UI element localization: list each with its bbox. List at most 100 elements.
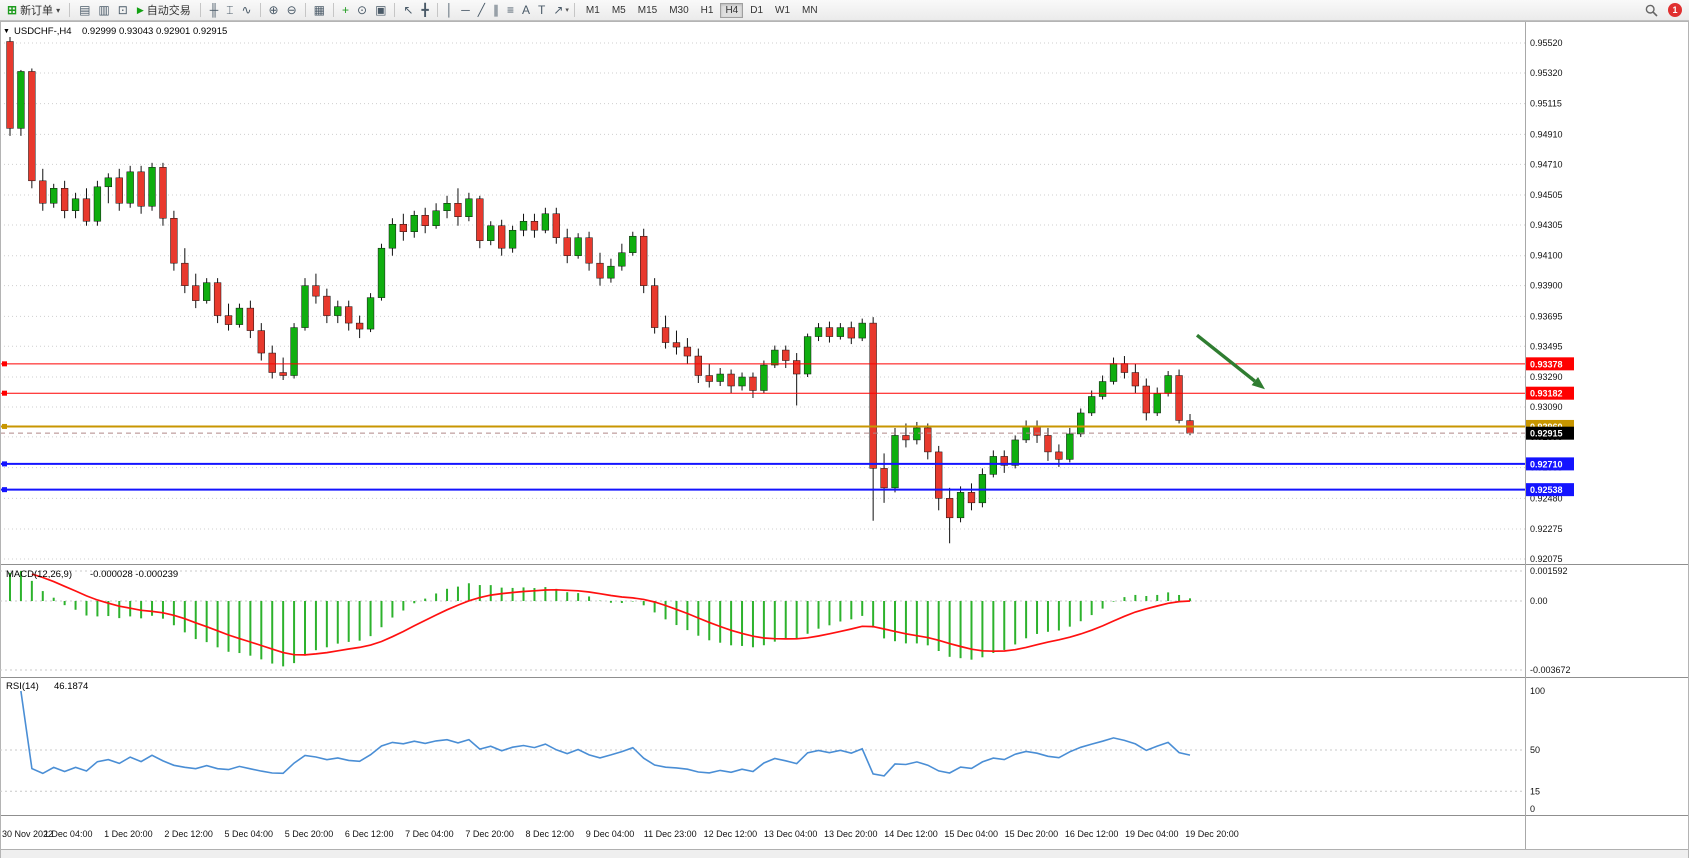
rsi-axis-label: 100 <box>1530 686 1545 696</box>
candle-up <box>858 322 866 339</box>
periods-icon[interactable]: ⊙ <box>357 3 368 17</box>
candle-up <box>203 282 211 301</box>
candle-down <box>355 322 364 330</box>
trendline-icon[interactable]: ╱ <box>477 3 485 17</box>
price-axis-label: 0.94710 <box>1530 159 1563 169</box>
time-axis-label: 16 Dec 12:00 <box>1065 829 1119 839</box>
zoom-out-icon[interactable]: ⊖ <box>286 3 297 17</box>
price-tag <box>1526 386 1574 400</box>
level-handle[interactable] <box>2 423 7 429</box>
new-order-button[interactable]: ⊞ 新订单 ▾ <box>3 1 64 19</box>
toolbar-tools-group: ╫ ⌶ ∿ ⊕ ⊖ ▦ + ⊙ ▣ ↖ ╋ │ ─ ╱ ∥ ≡ A T ↗ ▾ <box>206 3 569 17</box>
timeframe-m30-button[interactable]: M30 <box>669 4 689 16</box>
candle-down <box>1120 363 1129 373</box>
crosshair-icon[interactable]: ╋ <box>421 3 429 17</box>
bottom-strip <box>0 850 1689 858</box>
text-icon[interactable]: A <box>521 3 530 17</box>
price-tag-label: 0.92710 <box>1530 459 1563 469</box>
label-icon[interactable]: T <box>538 3 546 17</box>
auto-trading-button[interactable]: ▶ 自动交易 <box>133 1 195 19</box>
toolbar-separator <box>436 3 438 17</box>
level-handle[interactable] <box>2 487 7 493</box>
timeframe-m15-button[interactable]: M15 <box>637 4 658 16</box>
zoom-in-icon[interactable]: ⊕ <box>268 3 279 17</box>
candle-down <box>6 41 14 129</box>
macd-indicator-values: -0.000028 -0.000239 <box>90 569 178 580</box>
price-axis-label: 0.92480 <box>1530 493 1563 503</box>
chevron-down-icon[interactable]: ▾ <box>565 7 569 14</box>
cursor-icon[interactable]: ↖ <box>403 3 414 17</box>
notification-badge[interactable]: 1 <box>1668 3 1682 17</box>
tile-windows-icon[interactable]: ▦ <box>313 3 325 17</box>
search-icon <box>1645 4 1658 17</box>
candle-up <box>1066 433 1074 460</box>
toolbar-separator <box>199 3 201 17</box>
candle-down <box>563 237 571 256</box>
timeframe-m5-button[interactable]: M5 <box>611 4 626 16</box>
candle-down <box>1000 456 1008 466</box>
vertical-line-icon[interactable]: │ <box>445 3 454 17</box>
arrow-annotation[interactable] <box>1195 333 1256 383</box>
price-tag <box>1526 483 1574 497</box>
timeframe-d1-button[interactable]: D1 <box>750 4 764 16</box>
timeframe-w1-button[interactable]: W1 <box>775 4 791 16</box>
candle-down <box>1175 375 1183 421</box>
arrows-icon[interactable]: ↗ <box>553 3 564 17</box>
candle-up <box>377 247 386 298</box>
new-chart-icon[interactable]: ▤ <box>79 3 91 17</box>
price-tag <box>1526 457 1574 471</box>
price-tag <box>1526 426 1574 440</box>
candlestick-series <box>6 37 1194 544</box>
timeframe-h1-button[interactable]: H1 <box>700 4 714 16</box>
channel-icon[interactable]: ∥ <box>492 3 499 17</box>
toolbar-separator <box>333 3 334 17</box>
price-axis-label: 0.94305 <box>1530 220 1563 230</box>
price-tag-label: 0.93182 <box>1530 389 1563 399</box>
candle-down <box>924 427 932 453</box>
new-order-icon: ⊞ <box>7 3 18 17</box>
candlestick-chart-icon[interactable]: ⌶ <box>226 3 234 17</box>
fibonacci-icon[interactable]: ≡ <box>506 3 514 17</box>
templates-icon[interactable]: ▣ <box>375 3 387 17</box>
candle-up <box>738 376 746 387</box>
timeframe-h4-button[interactable]: H4 <box>720 2 744 18</box>
candle-down <box>869 322 877 469</box>
candle-up <box>1098 381 1107 397</box>
search-button[interactable] <box>1641 3 1662 18</box>
candle-down <box>782 349 790 361</box>
candle-down <box>213 282 222 316</box>
level-handle[interactable] <box>2 461 7 467</box>
price-axis-label: 0.93900 <box>1530 281 1563 291</box>
profiles-icon[interactable]: ▥ <box>98 3 110 17</box>
horizontal-line-icon[interactable]: ─ <box>461 3 470 17</box>
line-chart-icon[interactable]: ∿ <box>241 3 252 17</box>
candle-down <box>596 262 604 279</box>
time-axis-label: 15 Dec 04:00 <box>944 829 998 839</box>
chart-canvas[interactable]: 0.95520 0.95320 0.95115 0.94910 0.94710 0.945… <box>0 21 1689 858</box>
candle-up <box>1153 393 1161 414</box>
candle-down <box>902 435 910 441</box>
time-axis-label: 5 Dec 04:00 <box>225 829 274 839</box>
data-window-icon[interactable]: ⊡ <box>117 3 128 17</box>
chart-titles: ▼ USDCHF-,H4 0.92999 0.93043 0.92901 0.9… <box>3 26 227 692</box>
candle-up <box>989 456 997 475</box>
timeframe-m1-button[interactable]: M1 <box>585 4 600 16</box>
time-axis-label: 13 Dec 04:00 <box>764 829 818 839</box>
chart-background[interactable] <box>0 21 1689 858</box>
bar-chart-icon[interactable]: ╫ <box>209 3 219 17</box>
macd-indicator-label: MACD(12,26,9) <box>6 569 72 580</box>
chart-menu-icon[interactable]: ▼ <box>3 28 10 35</box>
indicators-icon[interactable]: + <box>342 3 350 17</box>
candle-down <box>257 330 265 354</box>
candle-down <box>825 327 834 337</box>
candle-down <box>705 375 713 382</box>
candle-down <box>749 376 757 391</box>
toolbar-right-group: 1 <box>1641 3 1686 18</box>
level-handle[interactable] <box>2 361 7 367</box>
candle-up <box>771 349 779 366</box>
candle-down <box>181 262 189 286</box>
candle-down <box>28 71 36 182</box>
candle-down <box>246 307 255 331</box>
timeframe-mn-button[interactable]: MN <box>802 4 818 16</box>
level-handle[interactable] <box>2 390 7 396</box>
